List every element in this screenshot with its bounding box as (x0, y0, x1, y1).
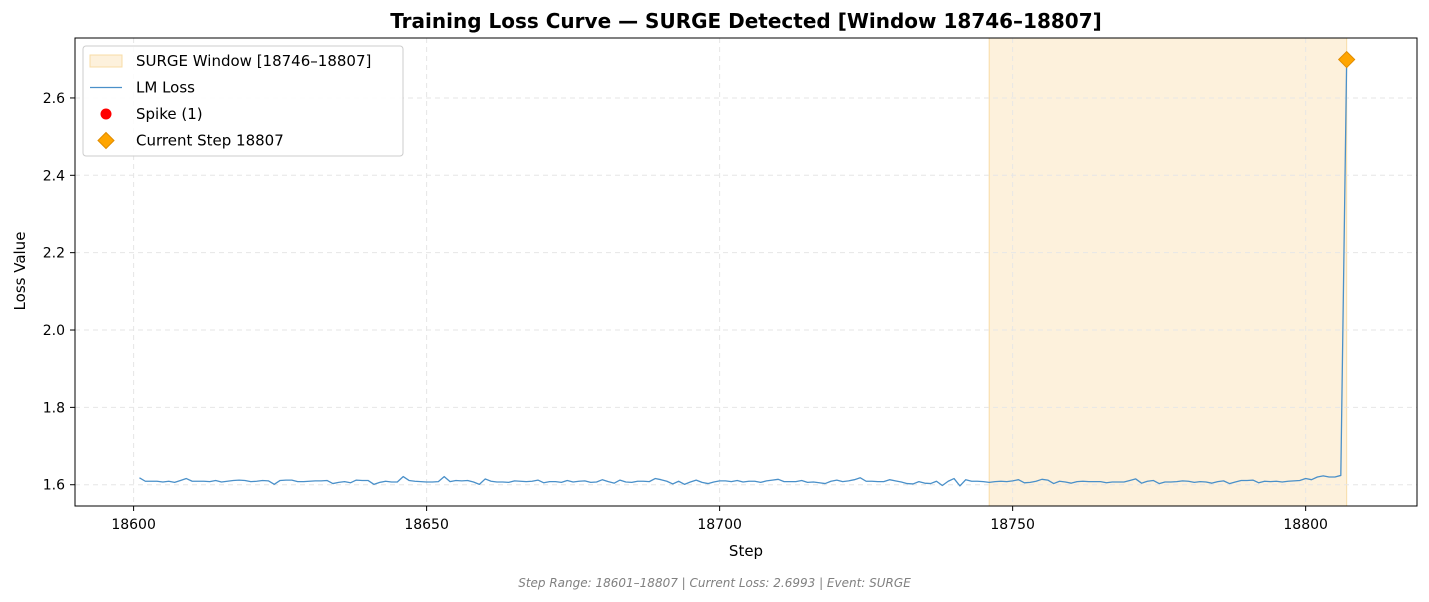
legend-label: LM Loss (136, 79, 195, 97)
x-tick-label: 18600 (111, 517, 156, 533)
surge-window-band (988, 37, 1348, 507)
legend-swatch-window (89, 54, 123, 68)
y-tick-label: 2.0 (43, 323, 65, 339)
x-tick-label: 18700 (697, 517, 742, 533)
y-tick-label: 2.2 (43, 246, 65, 262)
legend: SURGE Window [18746–18807] LM Loss Spike (… (82, 45, 404, 157)
y-tick-label: 2.6 (43, 91, 65, 107)
legend-label: SURGE Window [18746–18807] (136, 52, 371, 70)
current-step-marker (1337, 50, 1356, 69)
legend-swatch-current (97, 131, 115, 150)
y-tick-label: 2.4 (43, 168, 65, 184)
x-axis-label: Step (729, 542, 763, 560)
legend-label: Current Step 18807 (136, 132, 284, 150)
legend-swatch-spike (100, 108, 112, 120)
plot-area (75, 37, 1417, 507)
axes-frame (74, 37, 1418, 507)
x-tick-label: 18750 (990, 517, 1035, 533)
x-tick-label: 18800 (1283, 517, 1328, 533)
y-tick-label: 1.6 (43, 478, 65, 494)
chart-title: Training Loss Curve — SURGE Detected [Wi… (390, 9, 1102, 33)
legend-box (82, 45, 404, 157)
series-line-lm-loss (139, 59, 1348, 487)
y-axis-label: Loss Value (11, 232, 29, 311)
axes: 18600 18650 18700 18750 18800 1.6 1.8 2.0 2.2 2.4… (43, 37, 1418, 533)
legend-label: Spike (1) (136, 105, 203, 123)
footer-note: Step Range: 18601–18807 | Current Loss: … (518, 576, 911, 590)
y-tick-label: 1.8 (43, 400, 65, 416)
x-tick-label: 18650 (404, 517, 449, 533)
